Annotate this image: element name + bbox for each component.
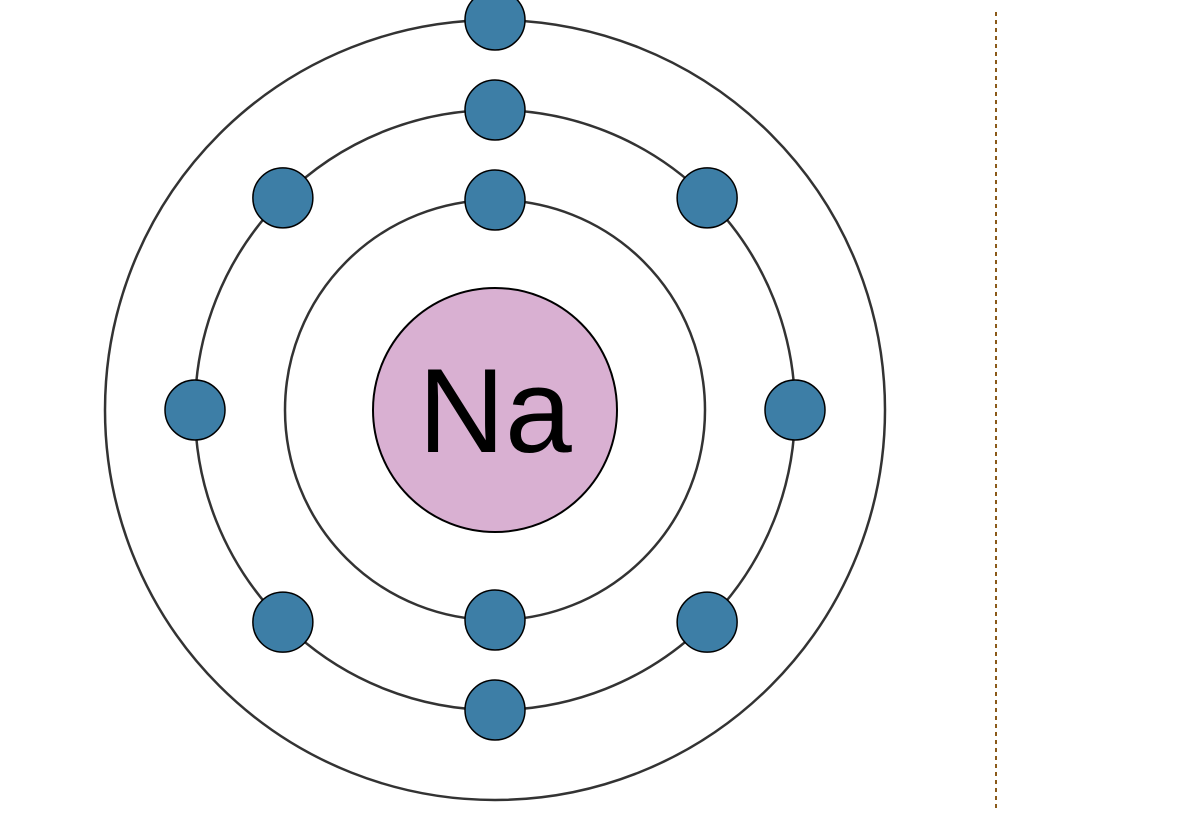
electron-shell2-e8 <box>165 380 225 440</box>
electron-shell2-e5 <box>465 680 525 740</box>
electron-shell1-e2 <box>465 590 525 650</box>
electron-shell2-e6 <box>677 592 737 652</box>
electron-shell2-e4 <box>253 592 313 652</box>
diagram-canvas: Na <box>0 0 1200 821</box>
electron-shell2-e2 <box>465 80 525 140</box>
nucleus-label: Na <box>418 344 572 478</box>
electron-shell1-e1 <box>465 170 525 230</box>
electron-shell2-e7 <box>765 380 825 440</box>
electron-shell2-e3 <box>253 168 313 228</box>
electron-shell2-e1 <box>677 168 737 228</box>
